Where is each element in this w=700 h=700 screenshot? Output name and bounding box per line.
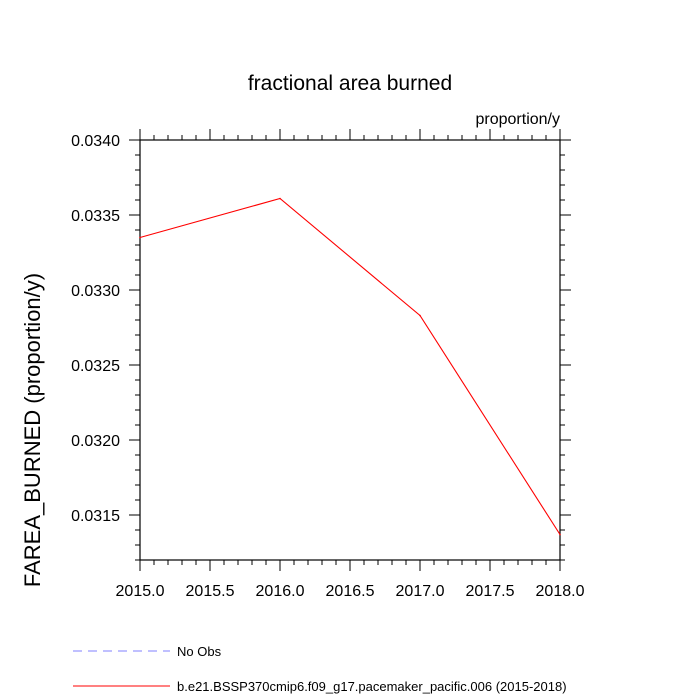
legend-label: b.e21.BSSP370cmip6.f09_g17.pacemaker_pac… bbox=[177, 679, 567, 694]
series-point bbox=[559, 533, 561, 536]
y-tick-label: 0.0315 bbox=[71, 508, 120, 525]
plot-frame bbox=[139, 139, 561, 561]
series-point bbox=[139, 236, 141, 239]
legend: No Obs b.e21.BSSP370cmip6.f09_g17.pacemak… bbox=[73, 644, 567, 694]
series-line bbox=[139, 197, 561, 535]
x-tick-label: 2018.0 bbox=[536, 583, 585, 600]
x-tick-label: 2015.5 bbox=[186, 583, 235, 600]
y-tick-label: 0.0320 bbox=[71, 433, 120, 450]
y-tick-label: 0.0330 bbox=[71, 283, 120, 300]
x-tick-label: 2017.0 bbox=[396, 583, 445, 600]
y-axis-label: FAREA_BURNED (proportion/y) bbox=[20, 273, 45, 587]
legend-label: No Obs bbox=[177, 644, 222, 659]
x-tick-label: 2016.5 bbox=[326, 583, 375, 600]
series-point bbox=[419, 314, 421, 317]
series-point bbox=[279, 197, 281, 200]
chart-title: fractional area burned bbox=[248, 72, 452, 95]
x-tick-label: 2016.0 bbox=[256, 583, 305, 600]
x-tick-label: 2017.5 bbox=[466, 583, 515, 600]
units-label: proportion/y bbox=[476, 111, 561, 128]
y-tick-label: 0.0340 bbox=[71, 133, 120, 150]
plot-area: 2015.0 2015.5 2016.0 2016.5 2017.0 2017.5 2018… bbox=[71, 129, 585, 600]
y-tick-label: 0.0335 bbox=[71, 208, 120, 225]
x-tick-label: 2015.0 bbox=[116, 583, 165, 600]
y-tick-label: 0.0325 bbox=[71, 358, 120, 375]
